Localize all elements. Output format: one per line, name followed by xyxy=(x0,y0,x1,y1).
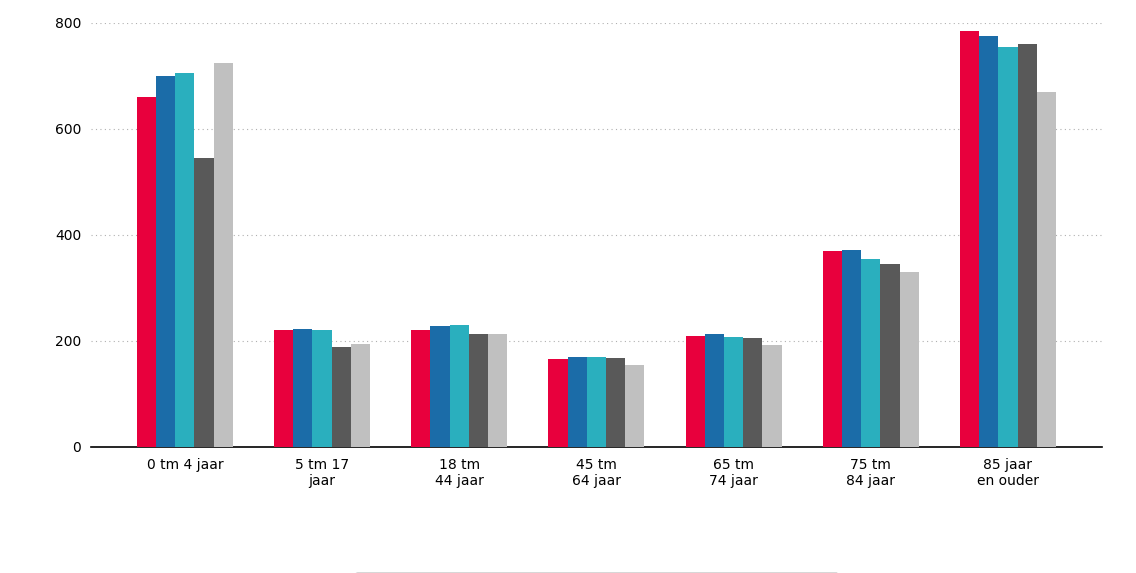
Bar xyxy=(450,325,469,447)
Bar xyxy=(685,336,704,447)
Bar xyxy=(568,357,587,447)
Bar xyxy=(605,358,625,447)
Bar xyxy=(762,345,782,447)
Bar xyxy=(332,347,351,447)
Bar xyxy=(411,330,431,447)
Bar xyxy=(431,326,450,447)
Bar xyxy=(704,334,724,447)
Bar xyxy=(156,76,175,447)
Bar xyxy=(587,357,605,447)
Bar xyxy=(842,250,861,447)
Bar xyxy=(194,158,214,447)
Bar xyxy=(743,338,762,447)
Bar xyxy=(880,264,900,447)
Bar xyxy=(469,334,488,447)
Bar xyxy=(488,334,508,447)
Bar xyxy=(861,259,880,447)
Bar xyxy=(136,97,156,447)
Bar xyxy=(960,31,979,447)
Bar xyxy=(1037,92,1056,447)
Bar xyxy=(312,330,332,447)
Bar xyxy=(1018,44,1037,447)
Bar xyxy=(175,73,194,447)
Bar xyxy=(979,36,999,447)
Bar xyxy=(724,337,743,447)
Bar xyxy=(351,344,370,447)
Bar xyxy=(999,47,1018,447)
Bar xyxy=(625,365,644,447)
Bar xyxy=(549,359,568,447)
Bar xyxy=(900,272,919,447)
Bar xyxy=(293,329,312,447)
Bar xyxy=(214,62,233,447)
Bar xyxy=(822,251,842,447)
Bar xyxy=(274,330,293,447)
